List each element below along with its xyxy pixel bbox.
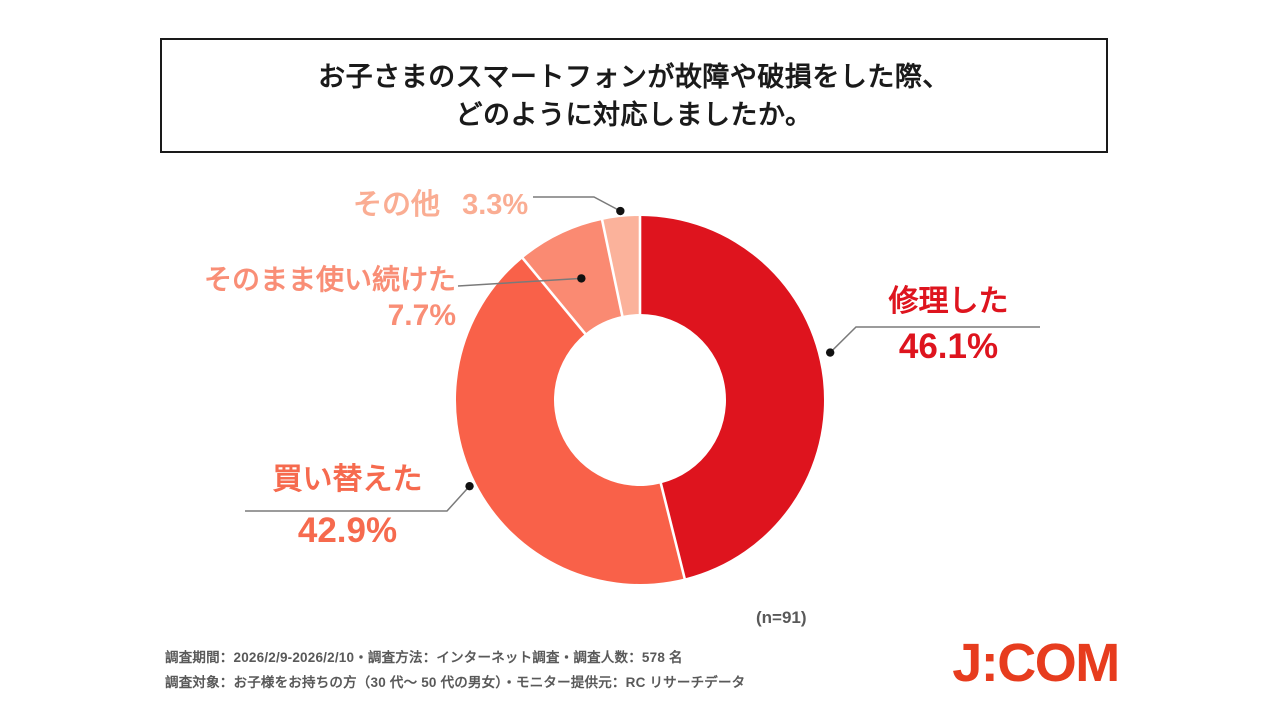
segment-value-replaced: 42.9%	[297, 511, 398, 550]
leader-line-3	[533, 196, 621, 212]
leader-dot-1	[465, 481, 474, 491]
donut-segment-1	[456, 258, 685, 584]
survey-notes: 調査期間：2026/2/9-2026/2/10・調査方法：インターネット調査・調…	[165, 645, 745, 695]
survey-notes-line1: 調査期間：2026/2/9-2026/2/10・調査方法：インターネット調査・調…	[165, 650, 683, 665]
leader-line-2	[457, 277, 582, 287]
segment-label-kept-using-text: そのまま使い続けた	[203, 264, 456, 295]
leader-dot-3	[616, 206, 625, 216]
segment-divider	[659, 482, 687, 580]
leader-dot-2	[577, 274, 586, 283]
segment-value-repaired: 46.1%	[898, 327, 999, 366]
leader-line-1	[245, 485, 471, 512]
segment-label-replaced-text: 買い替えた	[272, 463, 423, 496]
segment-value-kept-using: 7.7%	[387, 299, 456, 332]
question-title-box: お子さまのスマートフォンが故障や破損をした際、 どのように対応しましたか。	[160, 38, 1108, 153]
donut-segment-2	[522, 219, 623, 334]
segment-label-kept-using: そのまま使い続けた 7.7%	[204, 263, 456, 332]
donut-segment-3	[602, 216, 640, 316]
segment-label-other-text: その他	[353, 189, 441, 221]
segment-label-replaced: 買い替えた 42.9%	[243, 462, 452, 549]
segment-divider	[521, 256, 587, 336]
leader-dot-0	[825, 348, 835, 357]
leader-line-0	[829, 326, 1040, 354]
question-title-line1: お子さまのスマートフォンが故障や破損をした際、	[318, 61, 950, 92]
jcom-logo: J:COM	[952, 633, 1120, 693]
segment-divider	[600, 218, 624, 318]
segment-label-repaired: 修理した 46.1%	[855, 284, 1042, 365]
segment-label-repaired-text: 修理した	[888, 285, 1009, 318]
segment-value-other: 3.3%	[462, 189, 529, 221]
survey-notes-line2: 調査対象：お子様をお持ちの方（30 代～ 50 代の男女）・モニター提供元：RC…	[165, 675, 746, 690]
donut-segment-0	[640, 216, 824, 579]
question-title-line2: どのように対応しましたか。	[455, 99, 813, 130]
segment-label-other: その他 3.3%	[353, 181, 528, 223]
sample-size-label: (n=91)	[756, 608, 807, 627]
